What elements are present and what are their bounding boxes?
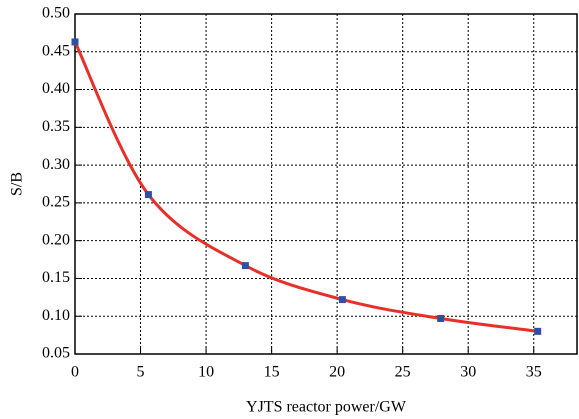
x-tick-label: 15 [264, 364, 280, 381]
x-tick-label: 20 [329, 364, 345, 381]
y-tick-label: 0.25 [42, 194, 70, 211]
data-point [144, 191, 152, 199]
data-point [71, 38, 79, 46]
data-point [534, 327, 542, 335]
y-axis-label: S/B [9, 172, 26, 196]
y-tick-label: 0.10 [42, 307, 70, 324]
x-tick-label: 0 [71, 364, 79, 381]
x-axis-label: YJTS reactor power/GW [246, 399, 407, 416]
y-tick-label: 0.05 [42, 345, 70, 362]
y-tick-label: 0.45 [42, 42, 70, 59]
x-tick-label: 5 [137, 364, 145, 381]
x-tick-label: 35 [526, 364, 542, 381]
y-tick-label: 0.20 [42, 231, 70, 248]
y-tick-label: 0.15 [42, 269, 70, 286]
plot-frame [74, 13, 578, 355]
y-tick-label: 0.30 [42, 156, 70, 173]
x-tick-label: 25 [395, 364, 411, 381]
x-tick-label: 10 [198, 364, 214, 381]
data-point [241, 262, 249, 270]
y-tick-label: 0.35 [42, 118, 70, 135]
data-point [437, 314, 445, 322]
x-tick-label: 30 [460, 364, 476, 381]
y-tick-label: 0.50 [42, 5, 70, 22]
data-point [338, 296, 346, 304]
y-tick-label: 0.40 [42, 80, 70, 97]
